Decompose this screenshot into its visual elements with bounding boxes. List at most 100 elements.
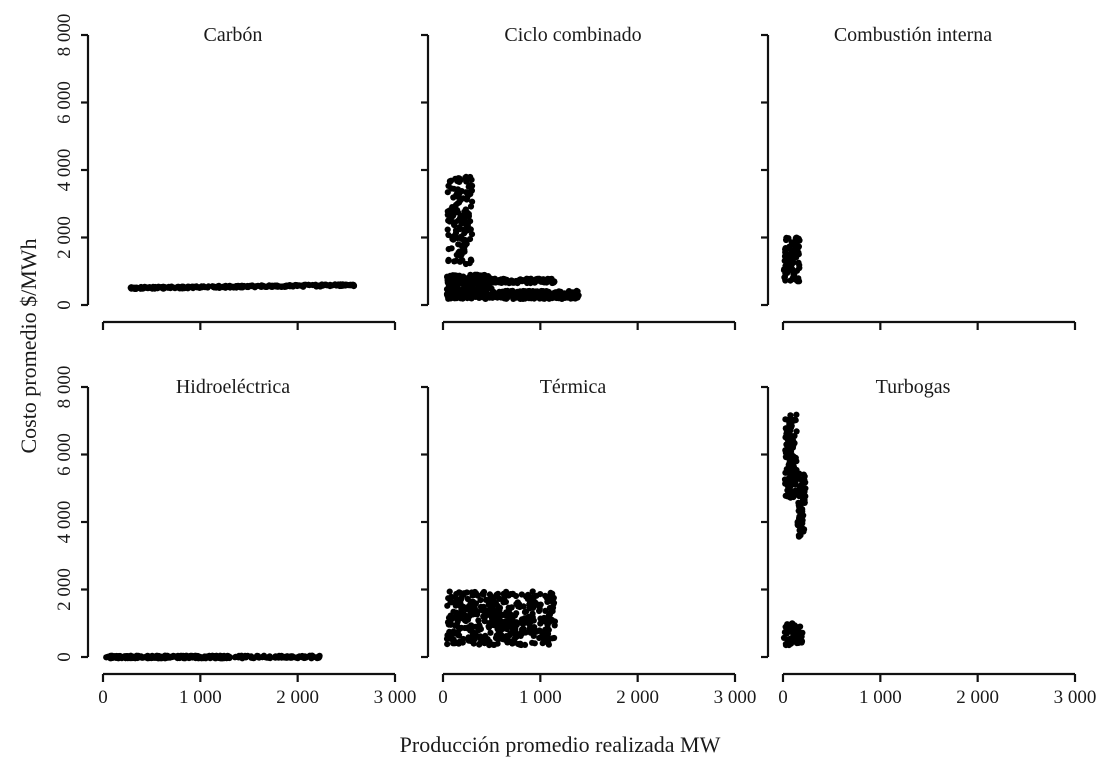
data-point bbox=[211, 655, 218, 662]
facet-title: Turbogas bbox=[876, 376, 951, 398]
data-point bbox=[222, 282, 229, 289]
data-point bbox=[783, 466, 790, 473]
data-point bbox=[460, 216, 467, 223]
data-point bbox=[459, 611, 466, 618]
data-point bbox=[532, 599, 539, 606]
data-point bbox=[225, 653, 232, 660]
data-point bbox=[487, 594, 494, 601]
data-point bbox=[513, 610, 520, 617]
data-point bbox=[544, 622, 551, 629]
y-tick-label: 2 000 bbox=[54, 568, 75, 611]
data-point bbox=[469, 198, 476, 205]
data-point bbox=[795, 499, 802, 506]
data-point bbox=[130, 653, 137, 660]
data-point bbox=[493, 278, 500, 285]
data-point bbox=[465, 637, 472, 644]
data-point bbox=[522, 295, 529, 302]
data-point bbox=[802, 485, 809, 492]
data-point bbox=[566, 294, 573, 301]
data-point bbox=[453, 611, 460, 618]
data-point bbox=[790, 630, 798, 637]
data-point bbox=[514, 619, 521, 627]
data-point bbox=[452, 622, 459, 629]
data-point bbox=[784, 436, 791, 443]
data-point bbox=[786, 635, 794, 642]
data-point bbox=[453, 639, 460, 647]
data-point bbox=[458, 251, 465, 258]
data-point bbox=[298, 654, 305, 661]
data-point bbox=[790, 493, 797, 501]
data-point bbox=[465, 279, 472, 286]
data-point bbox=[447, 178, 454, 185]
data-point bbox=[796, 527, 803, 534]
data-point bbox=[136, 654, 143, 661]
data-point bbox=[215, 284, 223, 291]
data-point bbox=[518, 628, 525, 636]
data-point bbox=[458, 595, 465, 602]
data-point bbox=[541, 614, 548, 622]
data-point bbox=[238, 652, 245, 659]
y-tick-label: 4 000 bbox=[54, 501, 75, 544]
data-point bbox=[542, 278, 549, 285]
data-point bbox=[455, 241, 462, 248]
x-tick-label: 3 000 bbox=[374, 687, 417, 708]
data-point bbox=[795, 275, 802, 282]
data-point bbox=[176, 654, 183, 661]
data-point bbox=[115, 654, 122, 661]
data-point bbox=[269, 283, 276, 290]
data-point bbox=[503, 612, 510, 619]
data-point bbox=[245, 283, 252, 291]
data-point bbox=[793, 267, 801, 274]
data-point bbox=[794, 521, 801, 529]
data-point bbox=[464, 211, 471, 218]
data-point bbox=[463, 178, 470, 185]
facet-panel: Ciclo combinado bbox=[421, 24, 737, 330]
data-point bbox=[464, 220, 471, 227]
data-point bbox=[571, 289, 578, 296]
data-point bbox=[484, 293, 491, 300]
data-point bbox=[316, 652, 323, 659]
data-point bbox=[787, 487, 794, 494]
data-point bbox=[449, 276, 456, 283]
data-point bbox=[526, 277, 534, 284]
data-point bbox=[463, 173, 470, 180]
data-point bbox=[458, 606, 465, 613]
data-point bbox=[465, 183, 472, 190]
data-point bbox=[536, 295, 543, 302]
data-point bbox=[481, 280, 488, 288]
data-point bbox=[795, 533, 803, 540]
data-point bbox=[520, 287, 527, 295]
facet-panel: Hidroeléctrica 0 2 000 4 000 6 000 8 000 0 1 00… bbox=[54, 366, 416, 708]
data-point bbox=[512, 592, 520, 600]
facet-title: Térmica bbox=[540, 376, 607, 398]
data-point bbox=[542, 592, 549, 599]
data-point bbox=[452, 294, 460, 302]
data-point bbox=[446, 588, 453, 595]
data-point bbox=[790, 481, 797, 488]
data-point bbox=[551, 622, 558, 629]
data-point bbox=[798, 633, 805, 640]
data-point bbox=[465, 625, 472, 632]
data-point bbox=[790, 623, 797, 630]
data-point bbox=[454, 209, 462, 216]
y-tick-label: 6 000 bbox=[54, 81, 75, 124]
data-point bbox=[782, 245, 789, 252]
data-point bbox=[790, 457, 797, 464]
y-tick-label: 0 bbox=[54, 300, 75, 310]
data-point bbox=[446, 207, 453, 214]
data-point bbox=[478, 276, 485, 283]
data-point bbox=[462, 206, 469, 213]
data-point bbox=[328, 282, 335, 289]
data-point bbox=[798, 638, 806, 645]
data-point bbox=[156, 284, 164, 291]
data-point bbox=[444, 641, 451, 648]
data-point bbox=[782, 480, 789, 487]
data-point bbox=[103, 654, 110, 661]
data-point bbox=[445, 217, 452, 224]
data-point bbox=[508, 604, 515, 611]
data-point bbox=[531, 279, 538, 286]
data-point bbox=[529, 610, 536, 617]
x-tick-label: 1 000 bbox=[859, 687, 902, 708]
x-tick-label: 0 bbox=[438, 687, 448, 708]
